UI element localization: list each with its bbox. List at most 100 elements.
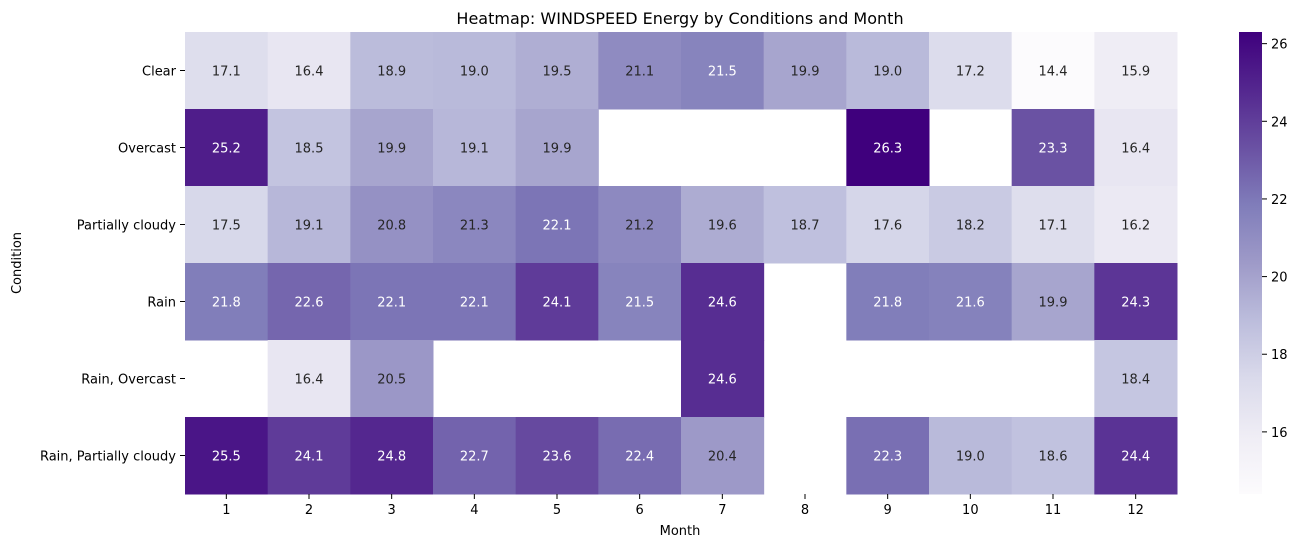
y-axis-ticks: Clear Overcast Partially cloudy Rain Rain, O… [40, 65, 185, 465]
colorbar-tick-label: 20 [1271, 271, 1288, 286]
heatmap-cell [929, 263, 1013, 341]
cell-value-label: 26.3 [873, 142, 902, 157]
x-tick-label: 9 [884, 503, 892, 518]
x-tick-label: 6 [636, 503, 644, 518]
y-tick-label: Rain, Overcast [81, 373, 176, 388]
cell-value-label: 16.4 [295, 373, 324, 388]
cell-value-label: 21.5 [625, 296, 654, 311]
cell-value-label: 17.1 [1039, 219, 1068, 234]
cell-value-label: 24.6 [708, 373, 737, 388]
heatmap-cell [1011, 186, 1095, 264]
cell-value-label: 20.4 [708, 450, 737, 465]
cell-value-label: 25.2 [212, 142, 241, 157]
heatmap-cell [185, 186, 269, 264]
cell-value-label: 18.9 [377, 65, 406, 80]
x-axis-label: Month [660, 524, 701, 539]
cell-value-label: 24.4 [1121, 450, 1150, 465]
heatmap-cell [1094, 417, 1178, 495]
heatmap-cell [350, 109, 434, 187]
heatmap-cell [350, 186, 434, 264]
cell-value-label: 22.4 [625, 450, 654, 465]
heatmap-cell [1011, 109, 1095, 187]
x-tick-label: 4 [470, 503, 478, 518]
cell-value-label: 23.6 [543, 450, 572, 465]
x-tick-label: 5 [553, 503, 561, 518]
heatmap-cell [929, 32, 1013, 110]
cell-value-label: 21.1 [625, 65, 654, 80]
cell-value-label: 24.3 [1121, 296, 1150, 311]
cell-value-label: 16.4 [1121, 142, 1150, 157]
cell-value-label: 22.1 [377, 296, 406, 311]
heatmap-cell [929, 186, 1013, 264]
heatmap-cell [846, 109, 930, 187]
heatmap-cell [681, 186, 765, 264]
heatmap-cell [846, 186, 930, 264]
cell-value-label: 24.1 [295, 450, 324, 465]
colorbar-tick-label: 22 [1271, 193, 1288, 208]
colorbar-tick-label: 16 [1271, 426, 1288, 441]
cell-value-label: 22.1 [460, 296, 489, 311]
cell-value-label: 16.4 [295, 65, 324, 80]
x-tick-label: 3 [388, 503, 396, 518]
heatmap-cell [1094, 263, 1178, 341]
cell-value-label: 21.8 [873, 296, 902, 311]
cell-value-label: 19.0 [956, 450, 985, 465]
heatmap-cell [433, 32, 517, 110]
chart-title: Heatmap: WINDSPEED Energy by Conditions … [456, 9, 903, 28]
cell-value-label: 21.2 [625, 219, 654, 234]
colorbar: 16 18 20 22 24 26 [1239, 32, 1288, 494]
heatmap-cell [846, 32, 930, 110]
cell-value-label: 18.4 [1121, 373, 1150, 388]
x-tick-label: 8 [801, 503, 809, 518]
cell-value-label: 21.6 [956, 296, 985, 311]
heatmap-cell [433, 263, 517, 341]
cell-value-label: 24.6 [708, 296, 737, 311]
heatmap-cell [1094, 340, 1178, 418]
heatmap-cell [1094, 186, 1178, 264]
heatmap-cell [433, 417, 517, 495]
cell-value-label: 20.8 [377, 219, 406, 234]
cell-value-label: 19.0 [460, 65, 489, 80]
x-tick-label: 10 [962, 503, 979, 518]
heatmap-cell [763, 32, 847, 110]
heatmap-cell [433, 186, 517, 264]
cell-value-label: 15.9 [1121, 65, 1150, 80]
y-tick-label: Rain [147, 296, 176, 311]
heatmap-cell [598, 263, 682, 341]
cell-value-label: 17.1 [212, 65, 241, 80]
y-tick-label: Rain, Partially cloudy [40, 450, 176, 465]
cell-value-label: 19.1 [295, 219, 324, 234]
cell-value-label: 14.4 [1039, 65, 1068, 80]
heatmap-cell [515, 109, 599, 187]
cell-value-label: 22.6 [295, 296, 324, 311]
y-tick-label: Overcast [118, 142, 176, 157]
heatmap-cell [515, 32, 599, 110]
heatmap-cell [1094, 109, 1178, 187]
cell-value-label: 19.9 [543, 142, 572, 157]
y-tick-label: Partially cloudy [77, 219, 176, 234]
heatmap-cell [763, 186, 847, 264]
heatmap-cell [433, 109, 517, 187]
heatmap-cell [350, 340, 434, 418]
colorbar-tick-label: 18 [1271, 348, 1288, 363]
cell-value-label: 19.0 [873, 65, 902, 80]
cell-value-label: 21.5 [708, 65, 737, 80]
heatmap-cell [515, 186, 599, 264]
heatmap-cell [1011, 417, 1095, 495]
heatmap-cell [350, 263, 434, 341]
colorbar-gradient [1239, 32, 1262, 494]
cell-value-label: 24.8 [377, 450, 406, 465]
heatmap-cell [598, 417, 682, 495]
x-tick-label: 2 [305, 503, 313, 518]
heatmap-cell [598, 186, 682, 264]
heatmap-cell [185, 32, 269, 110]
heatmap-cell [515, 417, 599, 495]
cell-value-label: 18.2 [956, 219, 985, 234]
cell-value-label: 24.1 [543, 296, 572, 311]
cell-value-label: 22.1 [543, 219, 572, 234]
y-tick-label: Clear [142, 65, 177, 80]
heatmap-cell [681, 340, 765, 418]
x-tick-label: 11 [1045, 503, 1062, 518]
heatmap-cell [267, 186, 351, 264]
